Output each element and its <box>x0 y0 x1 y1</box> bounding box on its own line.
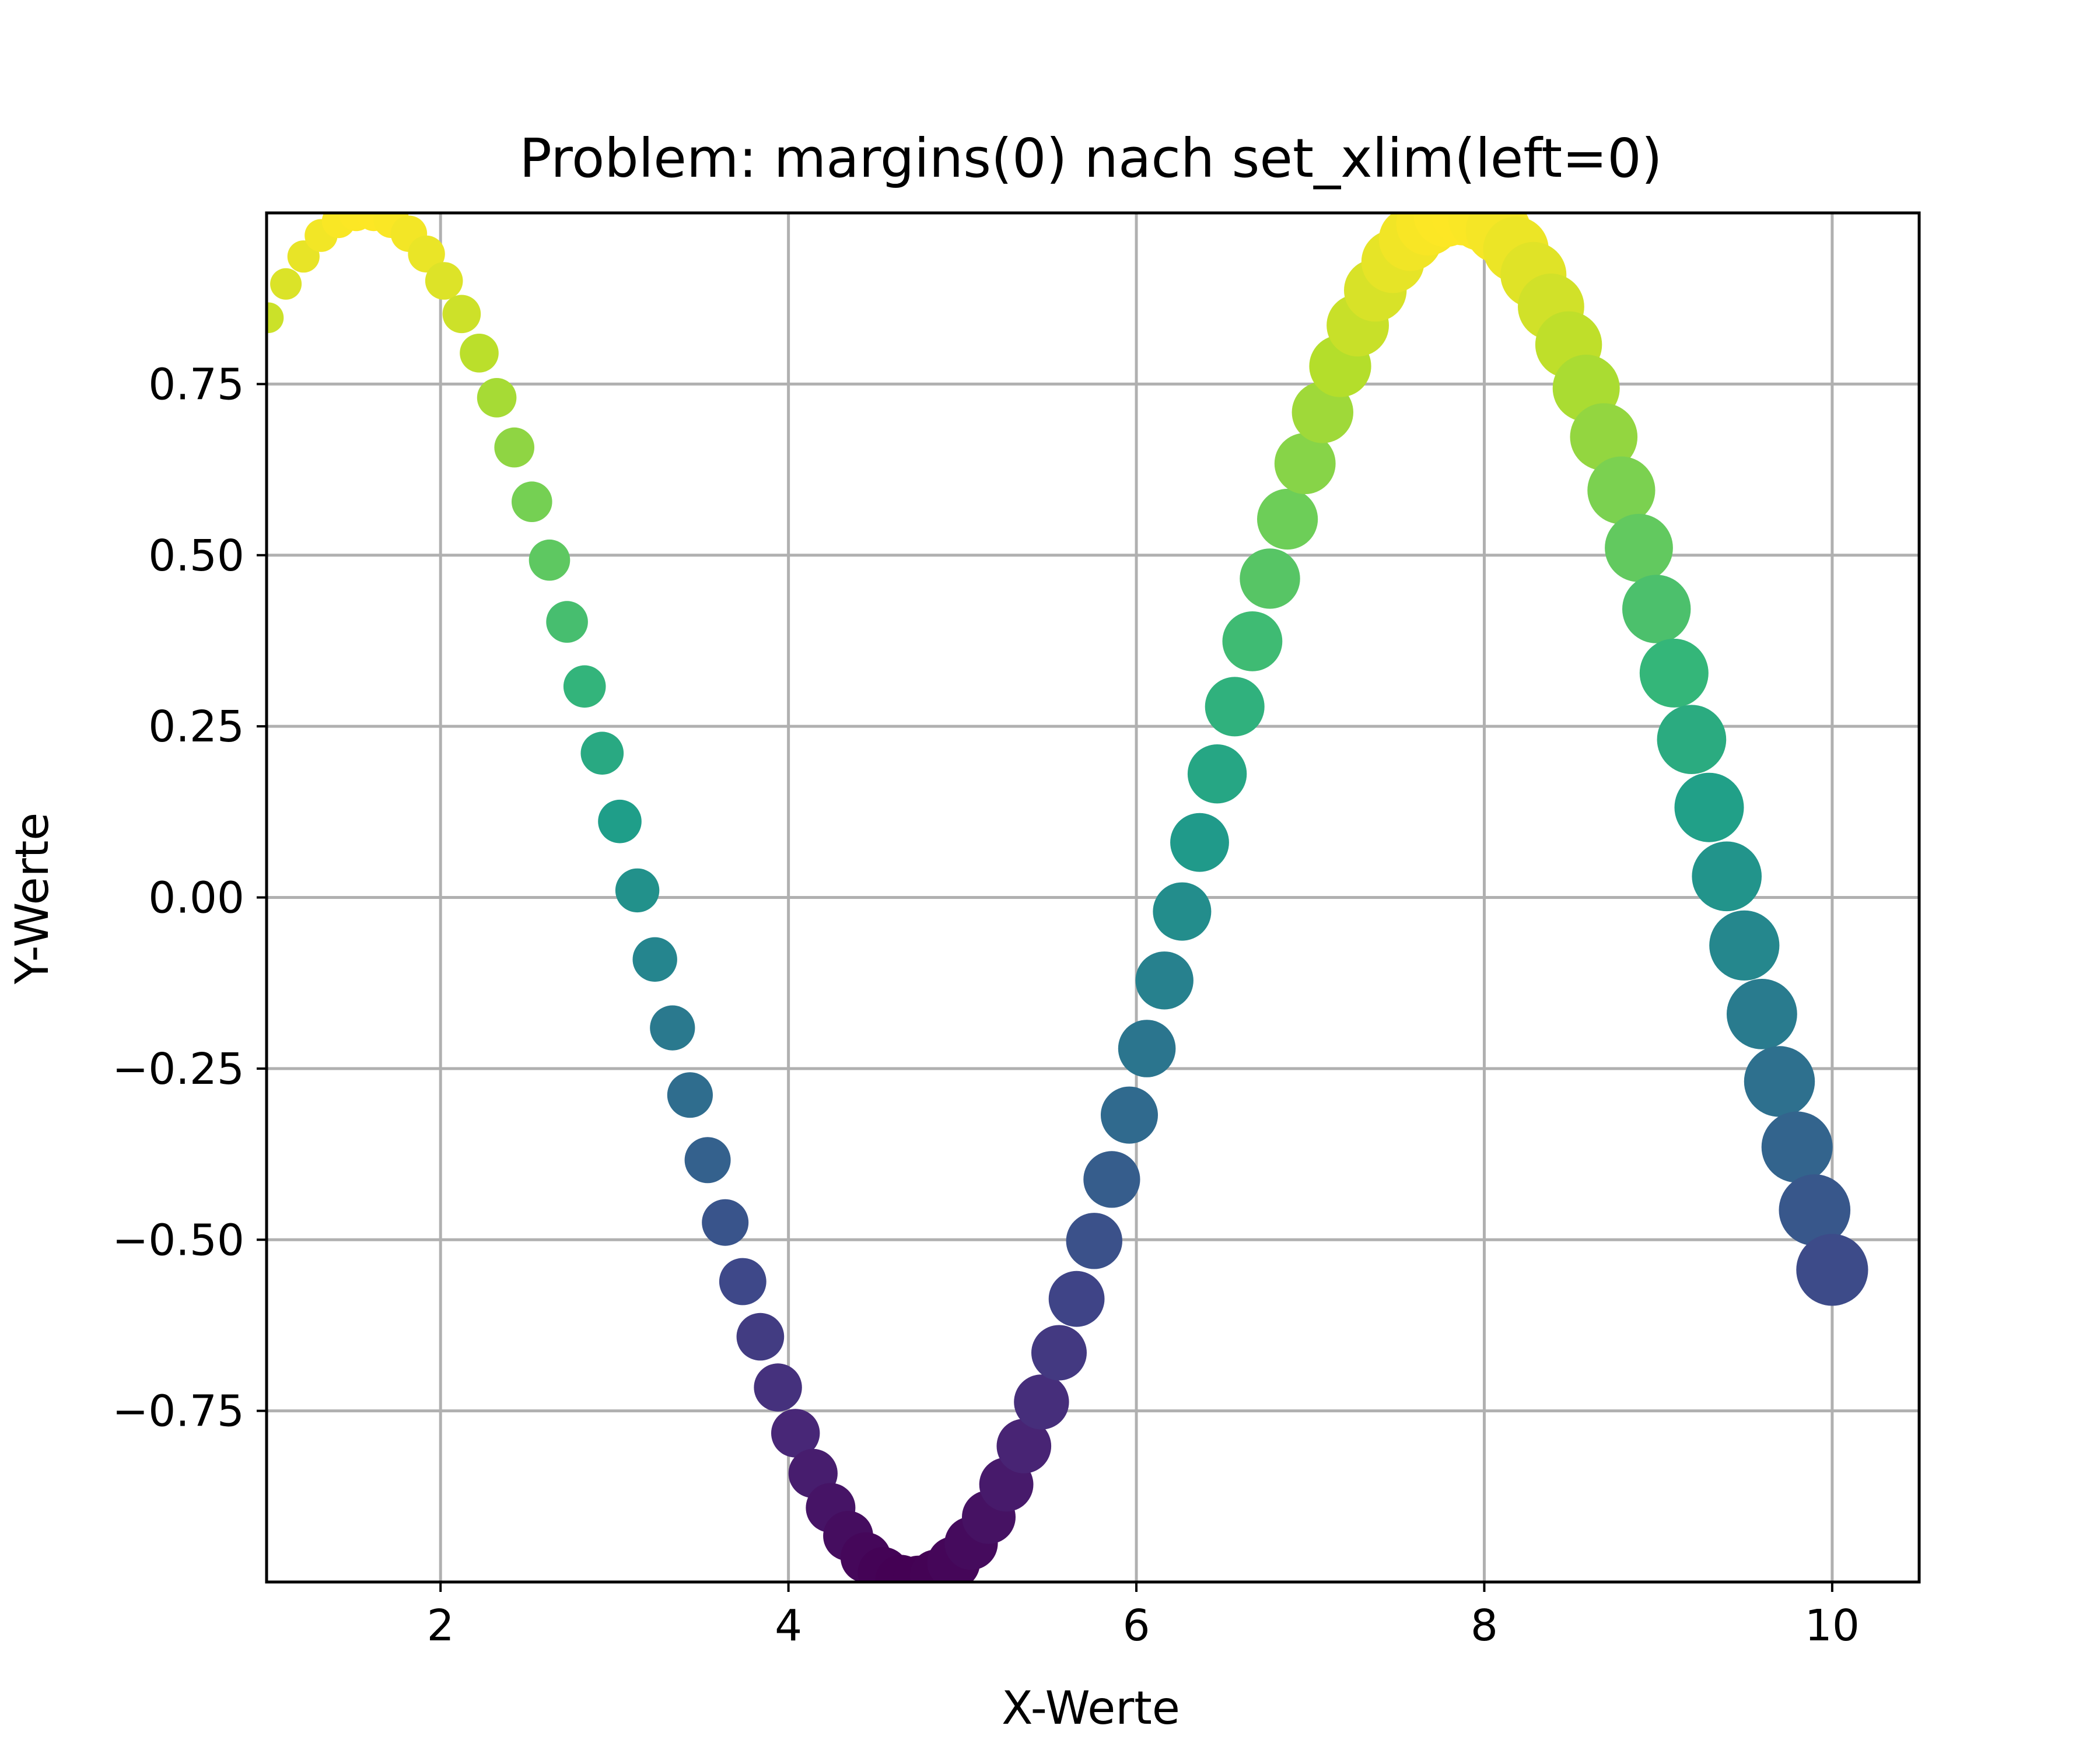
y-tick-label: −0.25 <box>112 1044 244 1094</box>
data-point <box>1031 1325 1087 1381</box>
y-tick-label: 0.75 <box>148 359 244 410</box>
data-point <box>1170 813 1229 872</box>
y-axis-label: Y-Werte <box>6 813 59 985</box>
chart-title: Problem: margins(0) nach set_xlim(left=0… <box>519 127 1662 190</box>
data-point <box>684 1137 731 1184</box>
data-point <box>754 1363 802 1412</box>
y-tick-label: 0.00 <box>148 873 244 923</box>
axes: 2 4 6 8 10 −0.75 −0.50 −0.25 0.00 0.25 0.50 0.75 <box>112 211 1921 1651</box>
data-point <box>1101 1086 1158 1144</box>
data-point <box>477 378 517 418</box>
data-point <box>1709 910 1780 981</box>
data-point <box>494 427 534 468</box>
y-tick-label: 0.50 <box>148 531 244 581</box>
data-point <box>1605 513 1673 582</box>
data-point <box>1744 1046 1815 1117</box>
data-point <box>598 799 642 844</box>
data-point <box>1587 456 1656 524</box>
data-point <box>1187 744 1247 804</box>
data-point <box>1657 705 1727 774</box>
data-point <box>1639 638 1709 708</box>
data-point <box>736 1312 785 1361</box>
data-point <box>632 937 677 982</box>
data-point <box>719 1258 766 1306</box>
data-point <box>267 302 284 333</box>
data-point <box>563 665 606 708</box>
x-tick-label: 8 <box>1471 1601 1498 1651</box>
data-point <box>1222 611 1283 671</box>
y-tick-label: −0.75 <box>112 1387 244 1437</box>
data-point <box>1796 1234 1868 1306</box>
data-point <box>546 601 588 643</box>
data-point <box>650 1005 695 1051</box>
data-point <box>1240 548 1300 609</box>
data-point <box>270 268 302 300</box>
data-point <box>615 868 660 913</box>
data-point <box>667 1072 713 1118</box>
y-tick-label: 0.25 <box>148 702 244 752</box>
x-tick-label: 6 <box>1123 1601 1150 1651</box>
data-point <box>408 235 445 273</box>
data-point <box>1779 1174 1851 1246</box>
data-point <box>771 1409 820 1458</box>
data-point <box>1692 841 1762 912</box>
data-point <box>1274 433 1336 495</box>
data-points <box>267 213 1868 1582</box>
data-point <box>1066 1213 1123 1269</box>
data-point <box>1674 772 1744 842</box>
x-tick-label: 10 <box>1805 1601 1860 1651</box>
data-point <box>1014 1374 1069 1430</box>
data-point <box>442 295 481 334</box>
data-point <box>460 334 499 373</box>
data-point <box>1257 488 1318 550</box>
data-point <box>1083 1151 1140 1208</box>
data-point <box>528 539 570 581</box>
data-point <box>1135 951 1194 1010</box>
data-point <box>1570 403 1638 471</box>
x-axis-label: X-Werte <box>1002 1682 1180 1735</box>
data-point <box>1048 1270 1105 1327</box>
data-point <box>702 1199 749 1246</box>
data-point <box>512 481 552 522</box>
x-tick-label: 2 <box>427 1601 454 1651</box>
data-point <box>1205 677 1265 737</box>
data-point <box>425 262 463 300</box>
y-tick-label: −0.50 <box>112 1215 244 1265</box>
data-point <box>1761 1111 1833 1183</box>
data-point <box>1622 575 1691 643</box>
data-point <box>580 732 624 775</box>
x-tick-label: 4 <box>775 1601 802 1651</box>
data-point <box>1153 882 1212 941</box>
data-point <box>996 1419 1052 1474</box>
data-point <box>1118 1020 1176 1077</box>
data-point <box>1727 979 1797 1049</box>
